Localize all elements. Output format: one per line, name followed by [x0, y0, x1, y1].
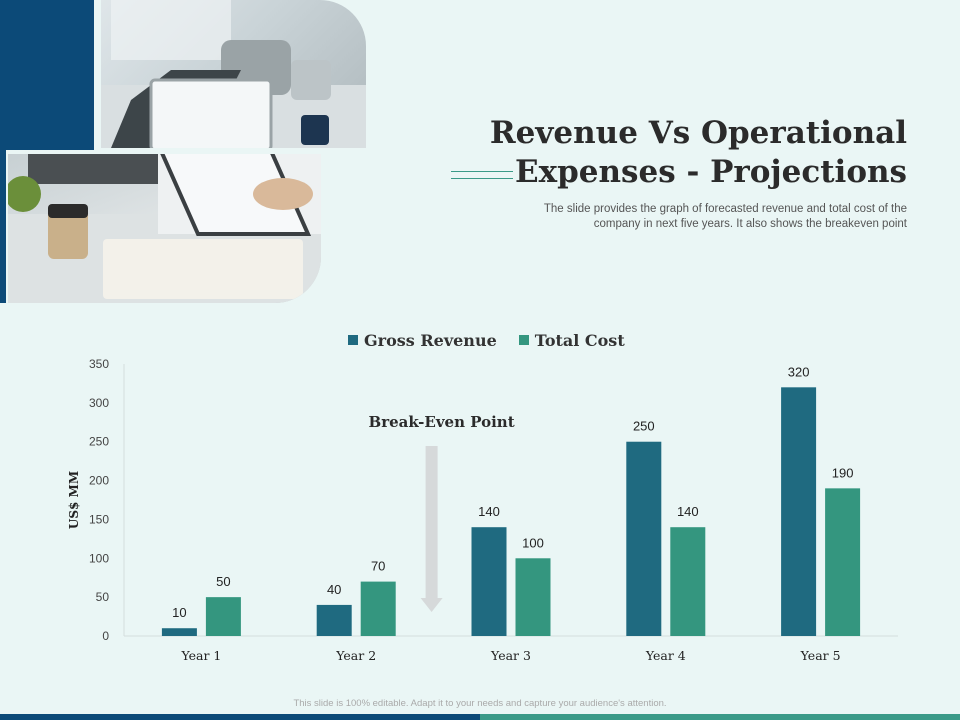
y-tick-label: 0 — [102, 629, 109, 643]
y-tick-label: 150 — [89, 512, 109, 526]
subtitle-line-1: The slide provides the graph of forecast… — [543, 203, 907, 215]
laptop-typing-illustration — [8, 154, 321, 303]
y-tick-label: 350 — [89, 357, 109, 371]
legend-swatch-cost — [518, 335, 529, 345]
data-label-revenue-1: 10 — [172, 605, 186, 620]
page-title: Revenue Vs Operational Expenses - Projec… — [487, 114, 907, 192]
data-label-cost-4: 140 — [677, 504, 699, 519]
data-label-revenue-3: 140 — [478, 504, 500, 519]
title-decor-line-2 — [451, 178, 513, 179]
x-tick-label: Year 4 — [645, 648, 686, 663]
break-even-arrow-icon — [420, 446, 443, 612]
title-line-2: Expenses - Projections — [514, 154, 907, 190]
y-tick-label: 100 — [89, 551, 109, 565]
data-label-revenue-4: 250 — [633, 419, 655, 434]
y-axis-title: US$ MM — [67, 471, 81, 529]
bar-revenue-1 — [161, 628, 197, 636]
office-photo-bottom — [8, 154, 321, 303]
bar-cost-3 — [515, 558, 551, 636]
page-subtitle: The slide provides the graph of forecast… — [477, 202, 907, 232]
legend-label-cost: Total Cost — [534, 330, 625, 350]
x-tick-label: Year 1 — [180, 648, 221, 663]
bar-cost-2 — [360, 581, 396, 636]
subtitle-line-2: company in next five years. It also show… — [593, 218, 907, 230]
data-label-cost-3: 100 — [522, 535, 544, 550]
left-accent-block — [0, 0, 94, 150]
footer-note: This slide is 100% editable. Adapt it to… — [293, 698, 667, 709]
office-photo-top — [101, 0, 366, 148]
legend-item-cost: Total Cost — [518, 330, 625, 350]
bar-cost-4 — [670, 527, 706, 636]
y-tick-label: 250 — [89, 435, 109, 449]
office-desk-illustration — [101, 0, 366, 148]
y-tick-label: 50 — [96, 590, 110, 604]
data-label-cost-5: 190 — [832, 465, 854, 480]
bar-cost-1 — [205, 597, 241, 636]
data-label-cost-2: 70 — [371, 559, 385, 574]
x-tick-label: Year 5 — [800, 648, 841, 663]
legend-swatch-revenue — [348, 335, 358, 345]
bottom-bar-left — [0, 714, 480, 720]
legend-item-revenue: Gross Revenue — [348, 331, 497, 350]
legend-label-revenue: Gross Revenue — [364, 330, 497, 350]
y-tick-label: 200 — [89, 474, 109, 488]
x-tick-label: Year 2 — [335, 648, 376, 663]
left-accent-strip — [0, 150, 6, 303]
bar-revenue-5 — [781, 387, 817, 636]
data-label-revenue-2: 40 — [327, 582, 341, 597]
bar-revenue-2 — [316, 604, 352, 636]
title-line-1: Revenue Vs Operational — [489, 115, 907, 151]
title-decor-line-1 — [451, 171, 513, 172]
data-label-revenue-5: 320 — [788, 364, 810, 379]
bar-revenue-4 — [626, 441, 662, 636]
annotation-break-even-label: Break-Even Point — [369, 413, 515, 431]
bottom-bar-right — [480, 714, 960, 720]
bar-cost-5 — [825, 488, 861, 636]
chart-legend: Gross Revenue Total Cost — [348, 330, 647, 350]
y-tick-label: 300 — [89, 396, 109, 410]
x-tick-label: Year 3 — [490, 648, 531, 663]
data-label-cost-1: 50 — [216, 574, 230, 589]
bar-revenue-3 — [471, 527, 507, 636]
